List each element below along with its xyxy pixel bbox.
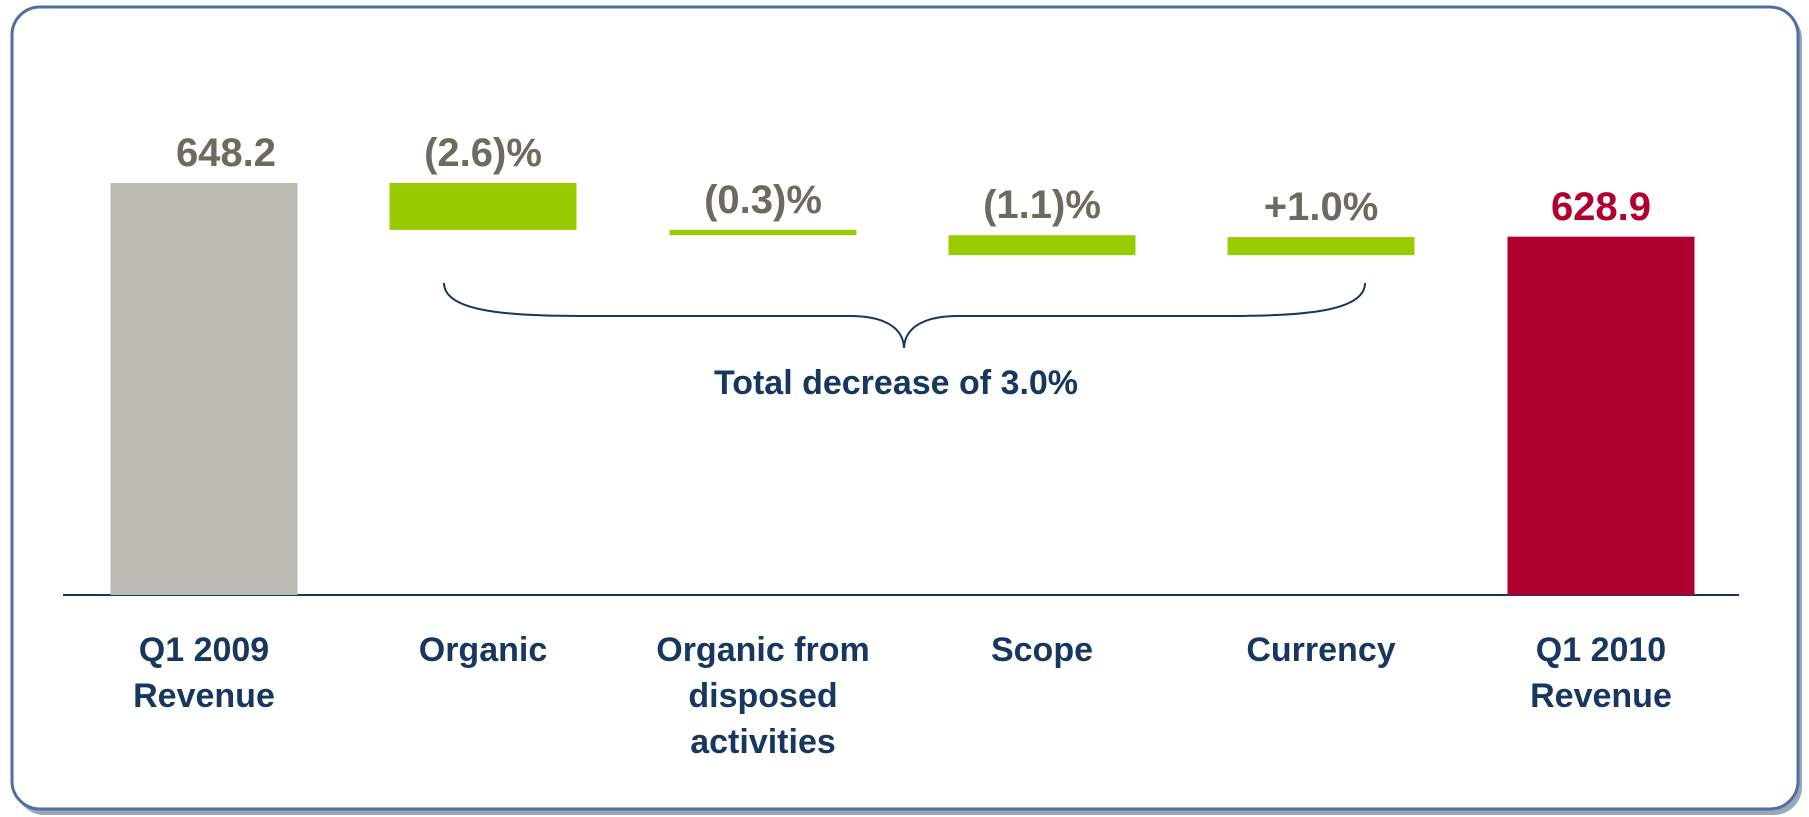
x-tick-label: Currency (1246, 631, 1396, 669)
value-label: +1.0% (1263, 185, 1379, 230)
value-label: 648.2 (175, 131, 277, 175)
x-tick-label: Q1 2009 Revenue (133, 631, 275, 715)
x-tick-label: Scope (990, 631, 1094, 669)
bar (110, 183, 298, 595)
bar (1507, 236, 1695, 595)
bar (669, 229, 857, 236)
x-tick-label: Organic from disposed activities (656, 631, 870, 761)
bar (1227, 237, 1415, 256)
value-label: (0.3)% (704, 177, 822, 222)
annotation: Total decrease of 3.0% (713, 364, 1079, 402)
bar (948, 235, 1136, 256)
brace (443, 282, 1366, 349)
bar (389, 183, 577, 230)
x-tick-label: Q1 2010 Revenue (1530, 631, 1672, 715)
x-tick-label: Organic (418, 631, 548, 669)
value-label: (1.1)% (983, 183, 1101, 228)
value-label: 628.9 (1550, 184, 1652, 229)
value-label: (2.6)% (424, 131, 542, 175)
